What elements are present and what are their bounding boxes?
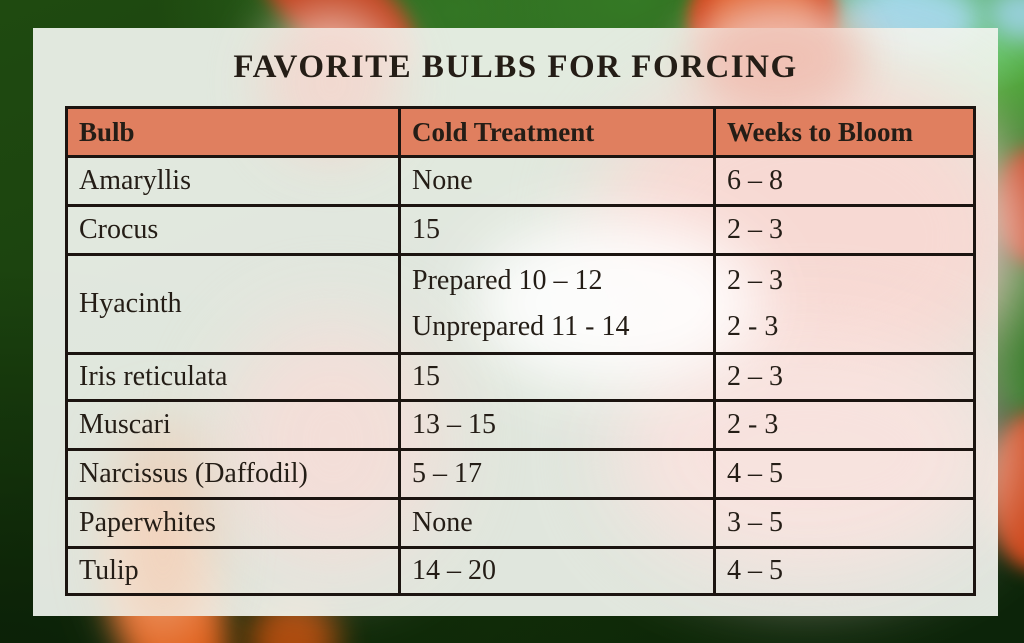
bulbs-table: Bulb Cold Treatment Weeks to Bloom Amaryll… xyxy=(65,106,976,596)
table-row: Tulip 14 – 20 4 – 5 xyxy=(65,546,976,596)
cell-bulb-value: Amaryllis xyxy=(79,165,191,196)
table-row: Narcissus (Daffodil) 5 – 17 4 – 5 xyxy=(65,448,976,500)
cell-bulb: Muscari xyxy=(65,399,401,451)
cell-bulb: Iris reticulata xyxy=(65,352,401,402)
cell-weeks-to-bloom-value: 2 – 3 xyxy=(727,361,783,392)
cell-bulb: Crocus xyxy=(65,204,401,256)
cell-cold-treatment: Prepared 10 – 12 Unprepared 11 - 14 xyxy=(398,253,716,355)
cell-cold-treatment: None xyxy=(398,497,716,549)
cell-bulb-value: Muscari xyxy=(79,409,171,440)
cell-bulb-value: Iris reticulata xyxy=(79,361,228,392)
cell-weeks-to-bloom: 4 – 5 xyxy=(713,448,976,500)
cell-weeks-to-bloom-value: 6 – 8 xyxy=(727,165,783,196)
cell-bulb: Tulip xyxy=(65,546,401,596)
cell-bulb-value: Paperwhites xyxy=(79,507,216,538)
cell-cold-treatment-value: 13 – 15 xyxy=(412,409,496,440)
table-header-row: Bulb Cold Treatment Weeks to Bloom xyxy=(65,106,976,158)
table-row: Crocus 15 2 – 3 xyxy=(65,204,976,256)
column-header: Cold Treatment xyxy=(398,106,716,158)
cell-weeks-to-bloom: 6 – 8 xyxy=(713,155,976,207)
cell-weeks-to-bloom: 2 – 3 xyxy=(713,352,976,402)
cell-cold-treatment-value: 14 – 20 xyxy=(412,555,496,586)
cell-cold-treatment: 15 xyxy=(398,204,716,256)
cell-cold-treatment: 15 xyxy=(398,352,716,402)
cell-weeks-to-bloom-value: 3 – 5 xyxy=(727,507,783,538)
cell-weeks-to-bloom-value: 4 – 5 xyxy=(727,555,783,586)
cell-weeks-to-bloom-value: 4 – 5 xyxy=(727,458,783,489)
cell-weeks-to-bloom: 2 – 3 xyxy=(713,204,976,256)
cell-cold-treatment-value: 15 xyxy=(412,214,440,245)
table-row: Iris reticulata 15 2 – 3 xyxy=(65,352,976,402)
cell-weeks-to-bloom-value: 2 - 3 xyxy=(727,311,779,342)
cell-cold-treatment: 5 – 17 xyxy=(398,448,716,500)
cell-bulb-value: Narcissus (Daffodil) xyxy=(79,458,308,489)
cell-cold-treatment-value: None xyxy=(412,507,473,538)
table-row: Hyacinth Prepared 10 – 12 Unprepared 11 - … xyxy=(65,253,976,355)
table-row: Amaryllis None 6 – 8 xyxy=(65,155,976,207)
column-header: Weeks to Bloom xyxy=(713,106,976,158)
cell-cold-treatment-value: Unprepared 11 - 14 xyxy=(412,311,630,342)
cell-cold-treatment-value: 5 – 17 xyxy=(412,458,482,489)
page-title: FAVORITE BULBS FOR FORCING xyxy=(233,48,798,85)
cell-bulb: Paperwhites xyxy=(65,497,401,549)
cell-bulb-value: Tulip xyxy=(79,555,139,586)
cell-weeks-to-bloom-value: 2 – 3 xyxy=(727,214,783,245)
cell-weeks-to-bloom: 3 – 5 xyxy=(713,497,976,549)
cell-weeks-to-bloom: 2 - 3 xyxy=(713,399,976,451)
cell-weeks-to-bloom: 2 – 3 2 - 3 xyxy=(713,253,976,355)
table-row: Paperwhites None 3 – 5 xyxy=(65,497,976,549)
cell-bulb: Amaryllis xyxy=(65,155,401,207)
table-panel: FAVORITE BULBS FOR FORCING Bulb Cold Trea… xyxy=(33,0,1023,643)
red-petal-right-upper xyxy=(994,148,1024,264)
cell-weeks-to-bloom-value: 2 – 3 xyxy=(727,265,783,296)
cell-cold-treatment: 13 – 15 xyxy=(398,399,716,451)
cell-cold-treatment-value: 15 xyxy=(412,361,440,392)
cell-bulb: Hyacinth xyxy=(65,253,401,355)
cell-weeks-to-bloom: 4 – 5 xyxy=(713,546,976,596)
cell-weeks-to-bloom-value: 2 - 3 xyxy=(727,409,779,440)
cell-cold-treatment: 14 – 20 xyxy=(398,546,716,596)
cell-bulb-value: Hyacinth xyxy=(79,288,182,319)
column-header: Bulb xyxy=(65,106,401,158)
cell-cold-treatment-value: None xyxy=(412,165,473,196)
cell-bulb: Narcissus (Daffodil) xyxy=(65,448,401,500)
cell-bulb-value: Crocus xyxy=(79,214,159,245)
cell-cold-treatment: None xyxy=(398,155,716,207)
cell-cold-treatment-value: Prepared 10 – 12 xyxy=(412,265,603,296)
table-row: Muscari 13 – 15 2 - 3 xyxy=(65,399,976,451)
